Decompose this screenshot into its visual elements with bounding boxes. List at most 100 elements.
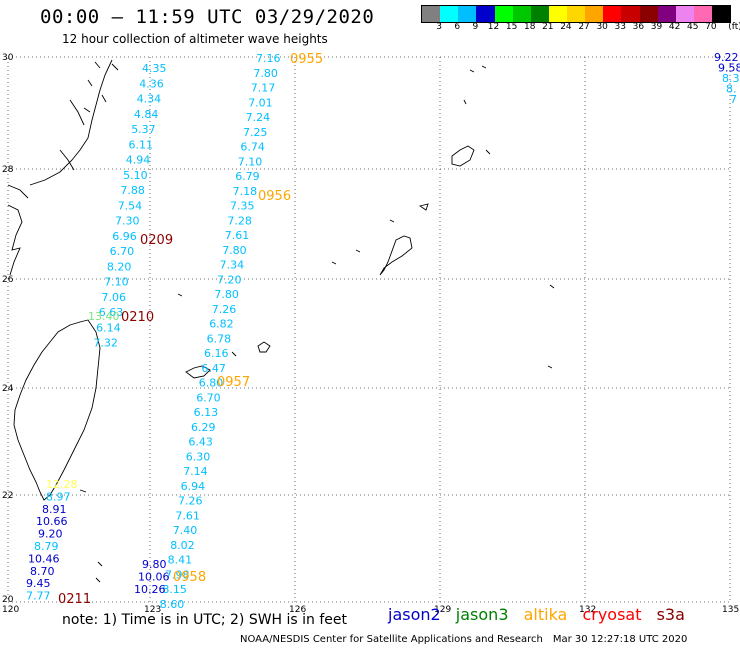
- satellite-s3a: s3a: [656, 605, 685, 624]
- wave-height-label: 8.15: [162, 583, 187, 596]
- wave-height-colorbar: [421, 5, 731, 23]
- colorbar-label: 15: [505, 22, 518, 32]
- wave-height-label: 4.84: [134, 108, 159, 121]
- colorbar-label: 30: [596, 22, 608, 32]
- wave-height-label: 7.06: [102, 291, 127, 304]
- wave-height-label: 8.91: [42, 503, 67, 516]
- ishigaki-coast: [185, 365, 211, 379]
- wave-height-label: 7.80: [214, 288, 239, 301]
- colorbar-swatch: [693, 6, 712, 22]
- wave-height-label: 6.14: [96, 321, 121, 334]
- colorbar-swatch: [440, 6, 459, 22]
- credit-text: NOAA/NESDIS Center for Satellite Applica…: [240, 634, 543, 645]
- colorbar-swatch: [494, 6, 513, 22]
- wave-height-label: 6.70: [110, 245, 135, 258]
- pass-time-0958: 0958: [173, 570, 206, 585]
- wave-height-label: 7.01: [248, 96, 273, 109]
- colorbar-label: 12: [487, 22, 500, 32]
- colorbar-label: 33: [614, 22, 627, 32]
- wave-height-label: 9.58: [718, 62, 740, 75]
- satellite-jason2: jason2: [388, 605, 441, 624]
- pass-times: 0955 0956 0957 0958 0209 0210 0211: [58, 52, 323, 607]
- map-frame: [7, 56, 731, 603]
- taiwan-coast: [13, 319, 101, 501]
- colorbar-swatch: [512, 6, 531, 22]
- wave-height-label: 7.40: [173, 524, 198, 537]
- wave-height-label: 7.61: [175, 509, 200, 522]
- credit-timestamp: Mar 30 12:27:18 UTC 2020: [552, 634, 688, 645]
- wave-height-label: 7.26: [212, 303, 237, 316]
- lat-label: 26: [2, 275, 14, 285]
- colorbar-swatch: [567, 6, 586, 22]
- lat-axis-labels: 30 28 26 24 22 20: [2, 53, 14, 605]
- wave-height-label: 13.40: [88, 310, 120, 323]
- wave-height-label: 9.80: [142, 558, 167, 571]
- map-grid: [7, 56, 731, 603]
- colorbar-swatch: [639, 6, 658, 22]
- wave-height-label: 7.10: [104, 276, 129, 289]
- colorbar-swatch: [530, 6, 549, 22]
- wave-height-label: 4.35: [142, 62, 167, 75]
- wave-height-label: 7.54: [118, 199, 143, 212]
- wave-height-label: 6.82: [209, 318, 234, 331]
- wave-height-label: 8.97: [46, 490, 71, 503]
- colorbar-label: 21: [542, 22, 554, 32]
- colorbar-swatch: [548, 6, 567, 22]
- colorbar-swatch: [603, 6, 622, 22]
- satellite-altika: altika: [523, 605, 568, 624]
- chart-subtitle: 12 hour collection of altimeter wave hei…: [62, 32, 328, 46]
- pass-time-0955: 0955: [290, 52, 323, 67]
- wave-height-label: 8.20: [107, 260, 131, 273]
- lon-label: 132: [579, 605, 596, 615]
- wave-height-label: 6.94: [181, 480, 206, 493]
- colorbar-label: 6: [454, 22, 461, 32]
- wave-height-label: 7.30: [115, 215, 140, 228]
- wave-height-label: 5.37: [131, 123, 156, 136]
- satellite-cryosat: cryosat: [582, 605, 642, 624]
- wave-height-label: 7.25: [243, 126, 268, 139]
- lon-label: 123: [144, 605, 161, 615]
- wave-height-label: 6.63: [99, 306, 124, 319]
- wave-height-label: 7.61: [225, 229, 250, 242]
- wave-height-label: 6.74: [240, 141, 265, 154]
- colorbar-label: 39: [650, 22, 663, 32]
- wave-height-label: 7.34: [220, 259, 245, 272]
- coastlines: [7, 59, 555, 583]
- wave-height-label: 10.66: [36, 515, 68, 528]
- colorbar-swatch: [675, 6, 694, 22]
- wave-height-label: 7.24: [246, 111, 271, 124]
- miyako-coast: [257, 341, 271, 353]
- colorbar-label: 70: [705, 22, 717, 32]
- wave-height-label: 8.: [726, 83, 737, 96]
- wave-height-label: 7.80: [253, 67, 278, 80]
- wave-height-label: 9.22: [714, 51, 739, 64]
- colorbar-swatch: [476, 6, 495, 22]
- colorbar-swatch: [657, 6, 676, 22]
- wave-height-label: 7.32: [93, 337, 118, 350]
- wave-height-label: 6.70: [196, 391, 221, 404]
- colorbar-label: 42: [668, 22, 681, 32]
- wave-height-label: 7.77: [26, 590, 51, 603]
- footer-note: note: 1) Time is in UTC; 2) SWH is in fe…: [62, 612, 348, 628]
- colorbar-label: 24: [560, 22, 572, 32]
- wave-height-label: 4.36: [139, 77, 164, 90]
- wave-height-label: 7.17: [251, 82, 275, 95]
- wave-height-label: 7.14: [183, 465, 208, 478]
- wave-height-label: 7.18: [233, 185, 258, 198]
- wave-height-tracks: 4.35 4.36 4.34 4.84 5.37 6.11 4.94 5.10 7.88 7.54…: [26, 51, 740, 611]
- colorbar-label: 36: [632, 22, 645, 32]
- wave-height-label: 7.35: [230, 200, 255, 213]
- wave-height-label: 8.60: [160, 598, 185, 611]
- colorbar-swatch: [621, 6, 640, 22]
- wave-height-label: 10.46: [28, 552, 60, 565]
- wave-height-label: 4.34: [137, 93, 162, 106]
- lon-label: 135: [722, 605, 739, 615]
- wave-height-label: 6.79: [235, 170, 260, 183]
- wave-height-label: 6.47: [201, 362, 226, 375]
- wave-height-label: 7.28: [227, 214, 252, 227]
- pass-time-0209: 0209: [140, 233, 173, 248]
- wave-height-label: 6.80: [199, 377, 224, 390]
- colorbar-swatch: [585, 6, 604, 22]
- small-islands: [79, 65, 555, 583]
